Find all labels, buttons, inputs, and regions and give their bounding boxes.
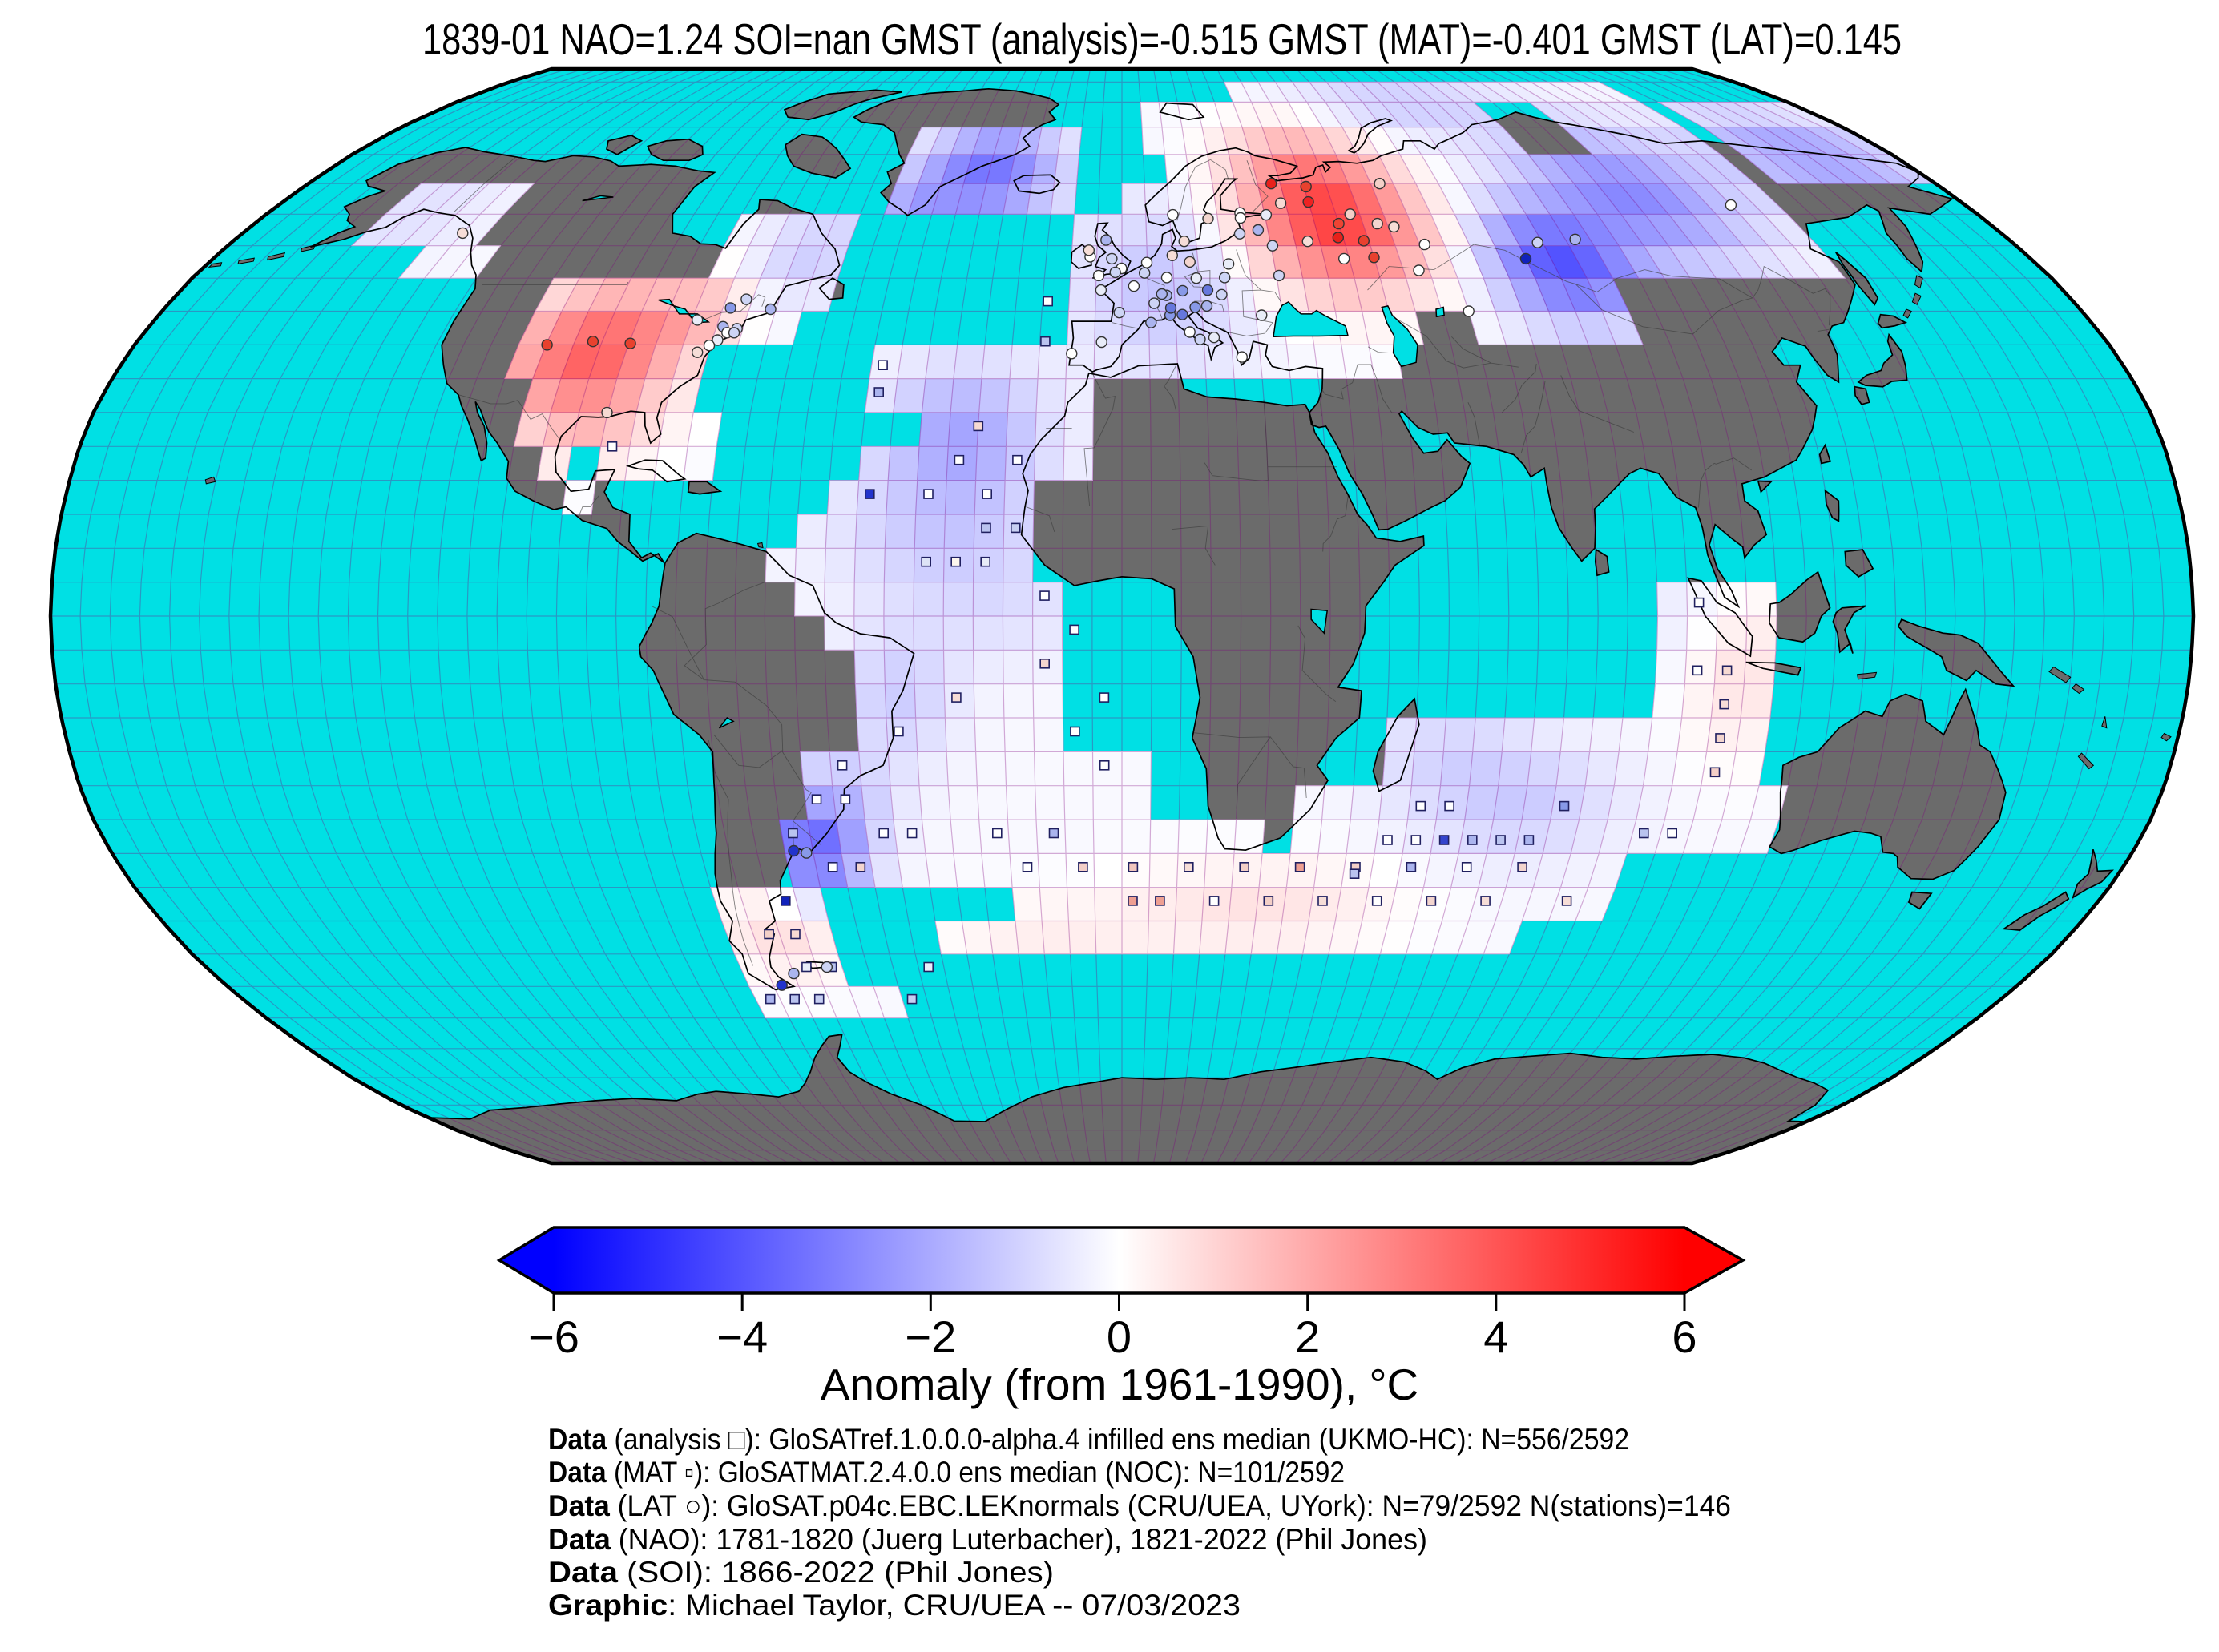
- svg-text:Data (analysis □): GloSATref.1: Data (analysis □): GloSATref.1.0.0.0-alp…: [548, 1423, 1629, 1456]
- svg-text:Data (NAO): 1781-1820 (Juerg L: Data (NAO): 1781-1820 (Juerg Luterbacher…: [548, 1523, 1427, 1556]
- svg-text:Data (SOI): 1866-2022 (Phil Jo: Data (SOI): 1866-2022 (Phil Jones): [548, 1556, 1054, 1589]
- svg-text:−4: −4: [716, 1312, 768, 1362]
- svg-text:2: 2: [1295, 1312, 1320, 1362]
- svg-text:Data (MAT ▫): GloSATMAT.2.4.0.: Data (MAT ▫): GloSATMAT.2.4.0.0 ens medi…: [548, 1456, 1345, 1489]
- svg-text:0: 0: [1107, 1312, 1132, 1362]
- svg-text:Anomaly (from 1961-1990), °C: Anomaly (from 1961-1990), °C: [821, 1360, 1418, 1409]
- svg-text:1839-01 NAO=1.24 SOI=nan GMST: 1839-01 NAO=1.24 SOI=nan GMST (analysis)…: [422, 14, 1902, 64]
- svg-text:4: 4: [1483, 1312, 1508, 1362]
- svg-text:−6: −6: [528, 1312, 579, 1362]
- svg-text:6: 6: [1672, 1312, 1697, 1362]
- svg-text:−2: −2: [905, 1312, 956, 1362]
- svg-text:Graphic: Michael Taylor, CRU/U: Graphic: Michael Taylor, CRU/UEA -- 07/0…: [548, 1589, 1241, 1622]
- svg-text:Data (LAT ○): GloSAT.p04c.EBC.: Data (LAT ○): GloSAT.p04c.EBC.LEKnormals…: [548, 1489, 1731, 1522]
